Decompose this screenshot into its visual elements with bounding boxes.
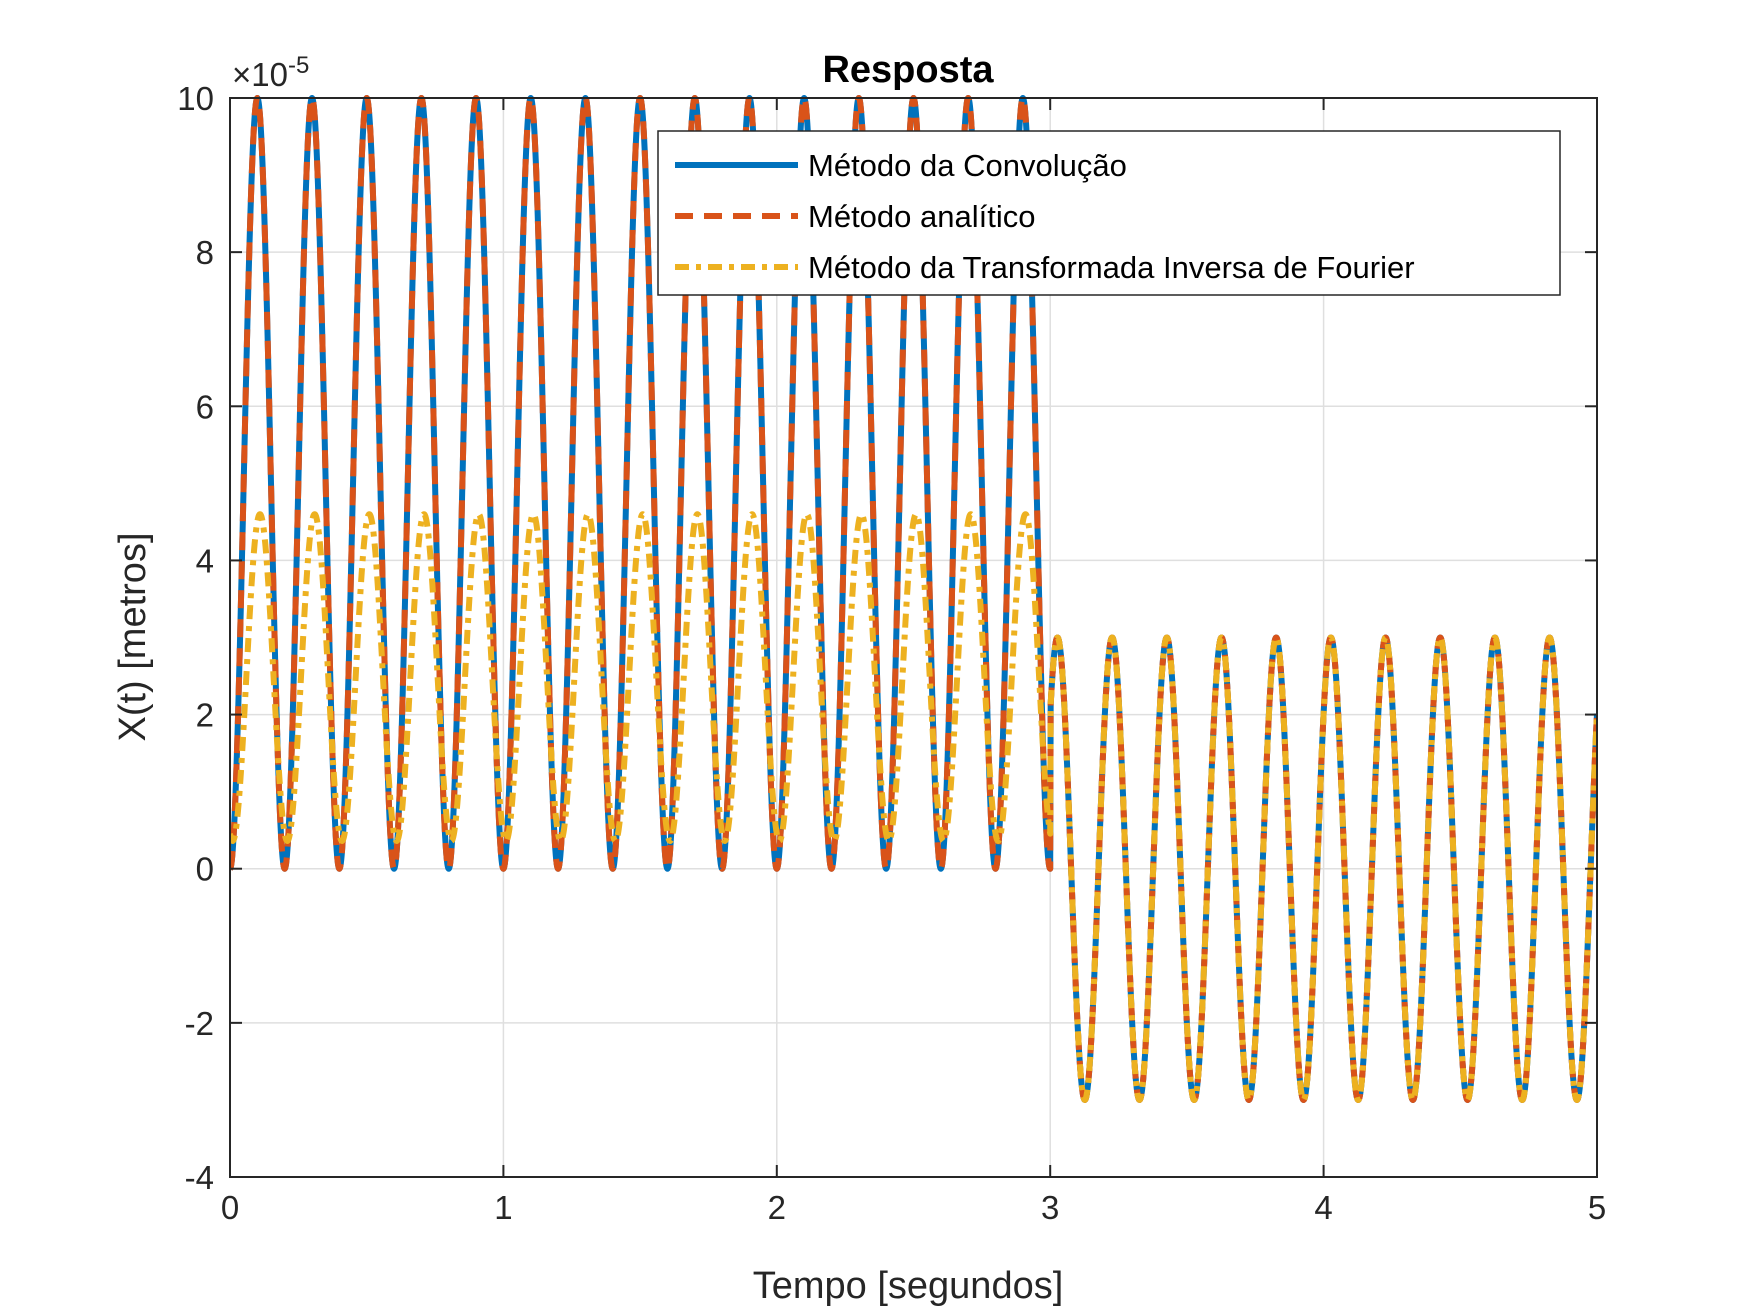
y-tick-label: -4 (185, 1159, 214, 1196)
y-tick-label: 8 (196, 234, 214, 271)
y-tick-label: 2 (196, 697, 214, 734)
x-axis-label: Tempo [segundos] (753, 1265, 1064, 1307)
y-tick-label: 6 (196, 388, 214, 425)
x-tick-label: 1 (494, 1189, 512, 1226)
legend-box (657, 130, 1561, 296)
y-tick-label: 0 (196, 851, 214, 888)
y-exponent-label: ×10-5 (232, 52, 309, 94)
y-exponent-base: ×10 (232, 56, 288, 93)
legend-label-3: Método da Transformada Inversa de Fourie… (808, 250, 1415, 285)
x-tick-label: 4 (1314, 1189, 1332, 1226)
y-axis-label: X(t) [metros] (112, 532, 154, 741)
legend: Método da Convolução Método analítico Méto… (657, 130, 1561, 296)
ticks (229, 97, 1598, 1178)
y-tick-label: 10 (177, 80, 214, 117)
x-tick-label: 2 (768, 1189, 786, 1226)
y-tick-label: -2 (185, 1005, 214, 1042)
y-tick-label: 4 (196, 542, 214, 579)
series-line-3 (230, 511, 1597, 1103)
legend-label-2: Método analítico (808, 199, 1035, 234)
x-tick-label: 3 (1041, 1189, 1059, 1226)
x-tick-label: 0 (221, 1189, 239, 1226)
tick-labels: 0 1 2 3 4 5 -4 -2 0 2 4 6 8 10 (177, 80, 1606, 1226)
chart-title: Resposta (822, 49, 994, 91)
x-tick-label: 5 (1588, 1189, 1606, 1226)
y-exponent-power: -5 (288, 52, 309, 79)
axes-box (229, 97, 1598, 1178)
legend-label-1: Método da Convolução (808, 148, 1127, 183)
